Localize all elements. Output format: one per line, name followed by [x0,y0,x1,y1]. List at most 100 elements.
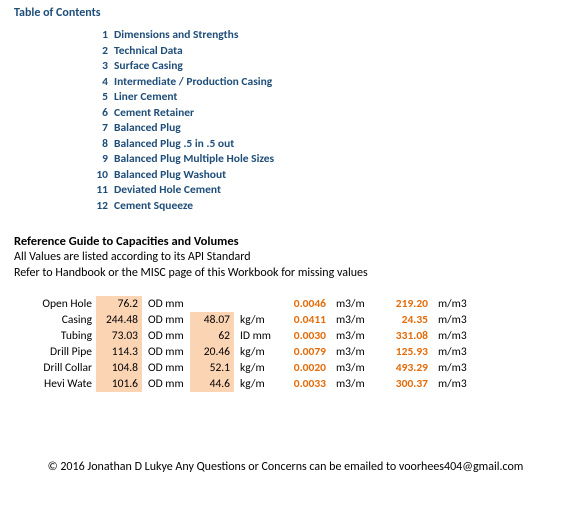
toc-item[interactable]: 4Intermediate / Production Casing [90,75,274,91]
toc-item[interactable]: 1 Dimensions and Strengths [90,28,274,44]
value-od: 76.2 [96,296,142,312]
unit-capacity: m3/m [330,344,378,360]
value-b: 44.6 [190,376,234,392]
value-b: 62 [190,328,234,344]
unit-capacity: m3/m [330,360,378,376]
toc-item-label: Surface Casing [114,59,183,73]
toc-item[interactable]: 12 Cement Squeeze [90,199,274,215]
toc-item-number: 3 [90,59,108,73]
toc-item[interactable]: 7Balanced Plug [90,121,274,137]
value-length: 24.35 [378,312,432,328]
reference-line-1: All Values are listed according to its A… [14,250,251,264]
toc-item[interactable]: 10 Balanced Plug Washout [90,168,274,184]
toc-item-label: Deviated Hole Cement [114,183,221,197]
unit-od: OD mm [142,328,190,344]
value-length: 331.08 [378,328,432,344]
unit-b: kg/m [234,344,276,360]
unit-length: m/m3 [432,344,478,360]
toc-item-label: Balanced Plug .5 in .5 out [114,137,234,151]
unit-capacity: m3/m [330,376,378,392]
copyright-footer: © 2016 Jonathan D Lukye Any Questions or… [0,460,571,474]
toc-item[interactable]: 11 Deviated Hole Cement [90,183,274,199]
value-capacity: 0.0046 [276,296,330,312]
table-row: Drill Pipe114.3OD mm20.46kg/m0.0079m3/m1… [24,344,478,360]
value-b [190,296,234,312]
toc-item[interactable]: 5 Liner Cement [90,90,274,106]
value-b: 48.07 [190,312,234,328]
toc-item-label: Intermediate / Production Casing [114,75,272,89]
toc-item-number: 1 [90,28,108,42]
toc-item-number: 8 [90,137,108,151]
toc-item-number: 5 [90,90,108,104]
row-label: Drill Pipe [24,344,96,360]
toc-item-label: Balanced Plug [114,121,181,135]
row-label: Hevi Wate [24,376,96,392]
unit-b: kg/m [234,312,276,328]
value-capacity: 0.0079 [276,344,330,360]
value-length: 300.37 [378,376,432,392]
unit-b: kg/m [234,360,276,376]
reference-line-2: Refer to Handbook or the MISC page of th… [14,266,368,280]
unit-length: m/m3 [432,328,478,344]
value-capacity: 0.0030 [276,328,330,344]
value-od: 114.3 [96,344,142,360]
table-row: Casing244.48OD mm48.07kg/m0.0411m3/m24.3… [24,312,478,328]
page: Table of Contents 1 Dimensions and Streng… [0,0,571,508]
unit-b: kg/m [234,376,276,392]
value-capacity: 0.0020 [276,360,330,376]
value-capacity: 0.0411 [276,312,330,328]
unit-length: m/m3 [432,360,478,376]
capacities-table: Open Hole76.2OD mm0.0046m3/m219.20m/m3Ca… [24,296,478,392]
unit-length: m/m3 [432,312,478,328]
toc-item-number: 9 [90,152,108,166]
reference-heading: Reference Guide to Capacities and Volume… [14,234,239,249]
unit-capacity: m3/m [330,312,378,328]
value-od: 104.8 [96,360,142,376]
unit-length: m/m3 [432,296,478,312]
unit-od: OD mm [142,312,190,328]
value-od: 101.6 [96,376,142,392]
table-row: Open Hole76.2OD mm 0.0046m3/m219.20m/m3 [24,296,478,312]
toc-item[interactable]: 6 Cement Retainer [90,106,274,122]
toc-item-number: 10 [90,168,108,182]
toc-item-label: Cement Retainer [114,106,194,120]
unit-od: OD mm [142,344,190,360]
toc-item-number: 12 [90,199,108,213]
unit-capacity: m3/m [330,328,378,344]
value-length: 493.29 [378,360,432,376]
row-label: Drill Collar [24,360,96,376]
toc-item[interactable]: 8 Balanced Plug .5 in .5 out [90,137,274,153]
toc-title: Table of Contents [14,6,101,20]
toc-item-number: 2 [90,44,108,58]
value-od: 73.03 [96,328,142,344]
toc-item-label: Balanced Plug Multiple Hole Sizes [114,152,274,166]
unit-b: ID mm [234,328,276,344]
value-capacity: 0.0033 [276,376,330,392]
unit-capacity: m3/m [330,296,378,312]
unit-length: m/m3 [432,376,478,392]
table-row: Tubing73.03OD mm62ID mm0.0030m3/m331.08m… [24,328,478,344]
toc-list: 1 Dimensions and Strengths 2 Technical Data… [90,28,274,214]
toc-item[interactable]: 9 Balanced Plug Multiple Hole Sizes [90,152,274,168]
row-label: Tubing [24,328,96,344]
row-label: Casing [24,312,96,328]
toc-item-label: Cement Squeeze [114,199,193,213]
toc-item[interactable]: 2 Technical Data [90,44,274,60]
table-row: Hevi Wate101.6OD mm44.6kg/m0.0033m3/m300… [24,376,478,392]
value-length: 125.93 [378,344,432,360]
value-od: 244.48 [96,312,142,328]
value-length: 219.20 [378,296,432,312]
unit-od: OD mm [142,376,190,392]
toc-item-label: Technical Data [114,44,183,58]
toc-item[interactable]: 3 Surface Casing [90,59,274,75]
unit-od: OD mm [142,360,190,376]
toc-item-label: Liner Cement [114,90,177,104]
unit-od: OD mm [142,296,190,312]
toc-item-number: 6 [90,106,108,120]
row-label: Open Hole [24,296,96,312]
table-row: Drill Collar104.8OD mm52.1kg/m0.0020m3/m… [24,360,478,376]
toc-item-number: 11 [90,183,108,197]
value-b: 20.46 [190,344,234,360]
toc-item-label: Balanced Plug Washout [114,168,226,182]
toc-item-label: Dimensions and Strengths [114,28,238,42]
